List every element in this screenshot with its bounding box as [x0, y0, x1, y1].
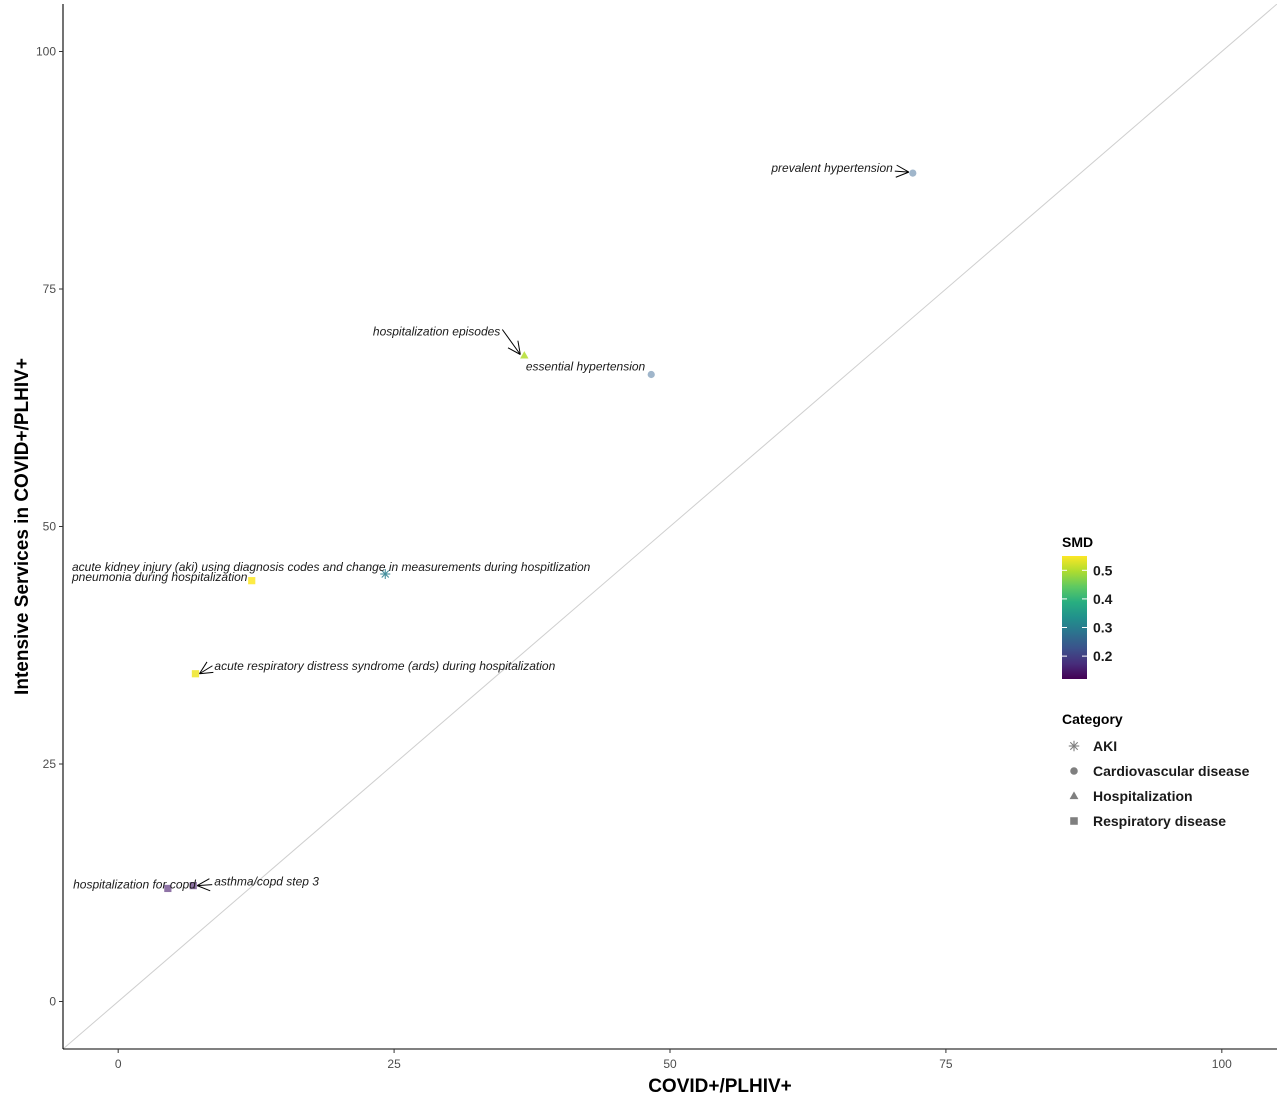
point-label: acute kidney injury (aki) using diagnosi…	[72, 560, 591, 574]
arrowhead-stroke	[199, 671, 214, 675]
point-label: hospitalization episodes	[373, 325, 500, 339]
color-legend-tick-label: 0.2	[1093, 648, 1113, 664]
x-tick-label: 100	[1212, 1057, 1232, 1071]
asterisk-stroke	[1069, 741, 1079, 751]
y-axis-title: Intensive Services in COVID+/PLHIV+	[12, 358, 33, 695]
arrowhead-stroke	[197, 885, 211, 892]
color-legend-tick-label: 0.3	[1093, 620, 1113, 636]
data-point	[248, 577, 256, 585]
legend-key-asterisk	[1068, 740, 1080, 752]
label-leader	[199, 665, 213, 675]
point-label: prevalent hypertension	[770, 161, 893, 175]
axes: 0 25 50 75 100 0 25 50 75 100	[36, 4, 1277, 1071]
y-tick-label: 25	[43, 757, 57, 771]
arrowhead-stroke	[507, 347, 521, 355]
color-legend-tick-label: 0.4	[1093, 591, 1113, 607]
label-leader	[501, 329, 521, 355]
y-tick-label: 75	[43, 282, 57, 296]
x-axis-title: COVID+/PLHIV+	[648, 1076, 792, 1097]
x-tick-label: 75	[939, 1057, 953, 1071]
data-points	[164, 169, 917, 893]
arrowhead-stroke	[517, 340, 521, 355]
x-tick-label: 50	[663, 1057, 677, 1071]
legend-key-circle	[1070, 767, 1078, 775]
point-label: acute respiratory distress syndrome (ard…	[214, 659, 555, 673]
point-label: pneumonia during hospitalization	[71, 570, 248, 584]
legend-key-square	[1070, 817, 1078, 825]
data-point	[164, 884, 172, 893]
x-tick-label: 25	[387, 1057, 401, 1071]
data-point	[909, 169, 917, 177]
shape-legend-label: Respiratory disease	[1093, 813, 1226, 829]
data-point	[189, 882, 197, 890]
label-arrows	[196, 164, 910, 892]
arrowhead-stroke	[196, 878, 210, 887]
point-label: essential hypertension	[526, 360, 646, 374]
identity-reference-line	[63, 4, 1277, 1049]
label-leader	[197, 884, 213, 887]
point-label: hospitalization for copd	[73, 877, 196, 891]
data-point	[380, 569, 391, 579]
data-point	[191, 670, 200, 678]
arrowhead-stroke	[199, 661, 208, 675]
color-legend-tick-label: 0.5	[1093, 562, 1113, 578]
shape-legend-label: AKI	[1093, 738, 1117, 754]
color-legend-bar	[1062, 556, 1087, 679]
shape-legend-title: Category	[1062, 711, 1123, 727]
shape-legend-label: Hospitalization	[1093, 788, 1193, 804]
legend-key-triangle	[1069, 791, 1079, 800]
y-tick-label: 50	[43, 520, 57, 534]
reference-line-layer	[63, 4, 1277, 1049]
arrowhead-stroke	[895, 171, 909, 178]
x-tick-label: 0	[115, 1057, 122, 1071]
y-tick-label: 100	[36, 45, 56, 59]
smd-color-legend: SMD 0.2 0.3 0.4 0.5	[1062, 534, 1113, 679]
color-legend-title: SMD	[1062, 534, 1093, 550]
point-labels: prevalent hypertension hospitalization ep…	[71, 161, 893, 891]
data-point	[647, 370, 655, 379]
shape-legend-label: Cardiovascular disease	[1093, 763, 1250, 779]
point-label: asthma/copd step 3	[214, 875, 319, 889]
asterisk-stroke	[381, 570, 390, 578]
y-tick-label: 0	[49, 995, 56, 1009]
data-point	[520, 351, 529, 359]
label-leader	[894, 170, 909, 173]
category-shape-legend: Category AKI Cardiovascular disease Hospit…	[1062, 711, 1250, 829]
arrowhead-stroke	[896, 164, 910, 173]
